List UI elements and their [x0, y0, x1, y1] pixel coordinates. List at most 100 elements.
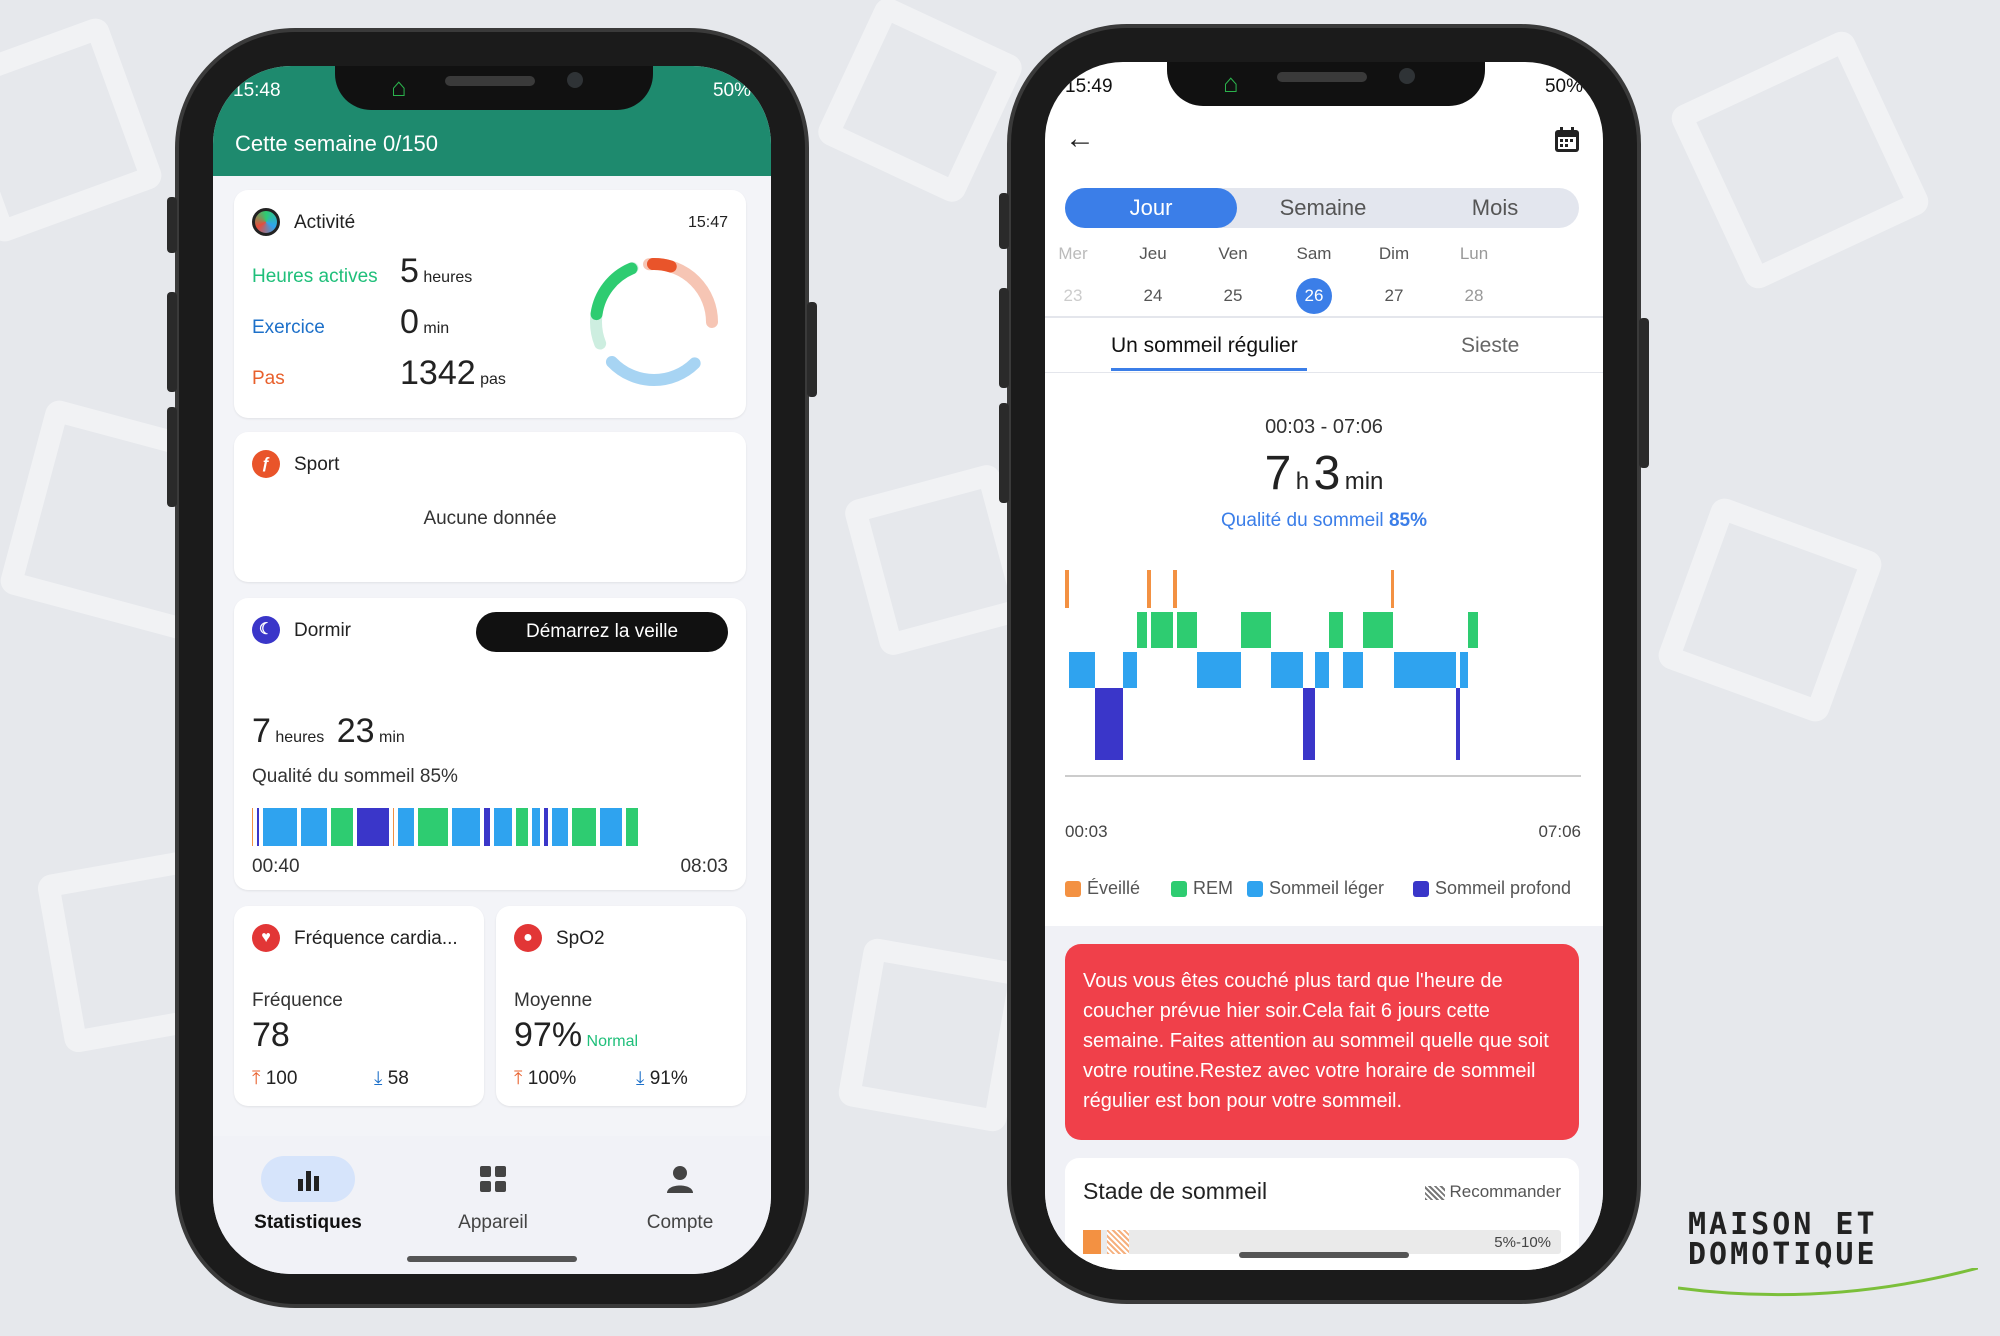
day-name: Dim [1378, 244, 1410, 263]
active-hours-label: Heures actives [252, 266, 378, 287]
period-selector: Jour Semaine Mois [1065, 188, 1579, 228]
bg-pattern [813, 0, 1027, 207]
sleep-mini-segment [252, 808, 253, 846]
spo2-title: SpO2 [556, 928, 605, 949]
hypnogram-segment [1460, 652, 1468, 688]
active-hours-value-group: 5 heures [400, 252, 472, 291]
day-item[interactable]: Jeu 24 [1128, 244, 1178, 314]
day-item[interactable]: Mer 23 [1048, 244, 1098, 314]
hypnogram-segment [1065, 570, 1069, 608]
heart-max: 100 [265, 1068, 298, 1089]
divider [1045, 372, 1603, 373]
day-number: 25 [1223, 286, 1243, 305]
sleep-mini-segment [263, 808, 297, 846]
nav-device-label: Appareil [458, 1212, 528, 1233]
recommend-label-group: Recommander [1424, 1182, 1562, 1202]
sport-title: Sport [294, 454, 340, 475]
legend-rem: REM [1171, 878, 1233, 899]
tab-regular-sleep[interactable]: Un sommeil régulier [1111, 334, 1298, 357]
recommend-label: Recommander [1449, 1182, 1562, 1201]
day-item[interactable]: Ven 25 [1208, 244, 1258, 314]
sleep-stage-card[interactable]: Stade de sommeil Recommander 5%-10% [1065, 1158, 1579, 1270]
legend-awake-label: Éveillé [1087, 878, 1141, 898]
day-name: Sam [1296, 244, 1332, 263]
steps-value: 1342 [400, 354, 476, 392]
hypnogram-segment [1271, 652, 1303, 688]
hypnogram-segment [1303, 688, 1315, 760]
exercise-value-group: 0 min [400, 303, 449, 342]
heart-max-group: ⤒ 100 [252, 1068, 297, 1090]
hypnogram-segment [1315, 652, 1329, 688]
sleep-mini-segment [494, 808, 512, 846]
sleep-mini-segment [357, 808, 389, 846]
nav-statistics[interactable]: Statistiques [233, 1156, 383, 1234]
sleep-range: 00:03 - 07:06 [1265, 416, 1383, 438]
stage-bar: 5%-10% [1083, 1230, 1561, 1254]
arrow-down-icon: ⤓ [374, 1068, 383, 1089]
calendar-icon[interactable] [1553, 126, 1581, 159]
left-screen: 15:48 50% ⌂ Cette semaine 0/150 Activité… [213, 66, 771, 1274]
day-name: Jeu [1139, 244, 1167, 263]
brand-line2: DOMOTIQUE [1688, 1237, 1878, 1272]
sleep-mini-segment [484, 808, 490, 846]
brand-line1: MAISON ET [1688, 1207, 1878, 1242]
hypnogram-segment [1241, 612, 1271, 648]
day-number: 26 [1296, 278, 1332, 314]
activity-card[interactable]: Activité 15:47 Heures actives 5 heures E… [234, 190, 746, 418]
tab-nap[interactable]: Sieste [1461, 334, 1520, 357]
user-icon [633, 1156, 727, 1202]
sleep-mini-segment [600, 808, 622, 846]
status-battery: 50% [712, 80, 751, 101]
sleep-alert-card: Vous vous êtes couché plus tard que l'he… [1065, 944, 1579, 1140]
spo2-status: Normal [586, 1033, 639, 1050]
activity-ring-chart [590, 258, 718, 386]
segment-day[interactable]: Jour [1065, 188, 1237, 228]
day-number: 28 [1464, 286, 1484, 305]
hypnogram-segment [1095, 688, 1123, 760]
back-arrow-icon[interactable]: ← [1065, 122, 1095, 155]
hypnogram-segment [1151, 612, 1173, 648]
status-time: 15:49 [1065, 76, 1113, 97]
sleep-quality-value: 85% [1388, 510, 1427, 531]
sleep-mini-segment [544, 808, 548, 846]
stage-bar-fill [1083, 1230, 1101, 1254]
day-number: 23 [1063, 286, 1083, 305]
heart-rate-card[interactable]: ♥ Fréquence cardia... Fréquence 78 ⤒ 100… [234, 906, 484, 1106]
home-icon: ⌂ [391, 72, 407, 102]
hypnogram-segment [1343, 652, 1363, 688]
hatch-icon [1424, 1185, 1445, 1200]
day-name: Lun [1459, 244, 1489, 263]
hypnogram-segment [1197, 652, 1241, 688]
moon-icon: ☾ [252, 616, 280, 644]
nav-account-label: Compte [646, 1212, 714, 1233]
segment-month[interactable]: Mois [1471, 195, 1519, 220]
sleep-card[interactable]: ☾ Dormir Démarrez la veille 7 heures 23 … [234, 598, 746, 890]
day-item[interactable]: Dim 27 [1369, 244, 1419, 314]
start-watch-button[interactable]: Démarrez la veille [476, 612, 728, 652]
nav-account[interactable]: Compte [605, 1156, 755, 1234]
nav-device[interactable]: Appareil [418, 1156, 568, 1234]
notch [335, 66, 653, 110]
arrow-down-icon: ⤓ [636, 1068, 645, 1089]
sleep-minutes-unit: min [379, 729, 405, 746]
hypnogram-segment [1123, 652, 1137, 688]
hypnogram-segment [1329, 612, 1343, 648]
exercise-unit: min [423, 320, 450, 337]
day-item[interactable]: Lun 28 [1449, 244, 1499, 314]
week-goal-title[interactable]: Cette semaine 0/150 [235, 131, 439, 156]
spo2-label: Moyenne [514, 990, 593, 1011]
nav-statistics-label: Statistiques [254, 1212, 362, 1233]
day-item-selected[interactable]: Sam 26 [1289, 244, 1339, 314]
sport-card[interactable]: ƒ Sport Aucune donnée [234, 432, 746, 582]
sleep-mini-segment [532, 808, 540, 846]
activity-title: Activité [294, 212, 356, 233]
segment-week[interactable]: Semaine [1279, 195, 1367, 220]
tab-underline [1111, 368, 1307, 371]
hypnogram-segment [1468, 612, 1478, 648]
drop-icon: ● [514, 924, 542, 952]
right-phone: 15:49 50% ⌂ ← Jour Semaine Mois Mer 23 Je… [999, 24, 1649, 1304]
sleep-duration-big: 7 h 3 min [1045, 446, 1603, 501]
heart-label: Fréquence [252, 990, 343, 1011]
spo2-card[interactable]: ● SpO2 Moyenne 97% Normal ⤒ 100% ⤓ 91% [496, 906, 746, 1106]
hypnogram-segment [1069, 652, 1095, 688]
